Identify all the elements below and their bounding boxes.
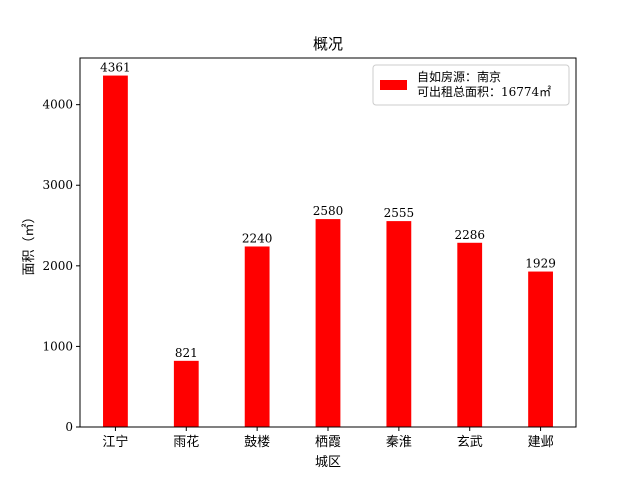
bar (528, 271, 553, 427)
legend-swatch (380, 80, 407, 90)
x-tick-label: 玄武 (457, 435, 483, 450)
bar-value-label: 2580 (313, 204, 344, 218)
y-axis-label: 面积（㎡） (22, 210, 37, 275)
y-tick-label: 3000 (42, 178, 73, 192)
bar-value-label: 2555 (384, 206, 415, 220)
legend-label: 自如房源：南京 (417, 69, 501, 84)
bar (173, 360, 199, 427)
bar (457, 242, 483, 427)
y-tick-label: 4000 (42, 98, 73, 112)
y-tick-label: 1000 (42, 339, 73, 353)
bars-layer: 4361 821 2240 2580 2555 2286 1929 (100, 61, 556, 427)
x-tick-label: 鼓楼 (244, 435, 270, 450)
bar-value-label: 2286 (454, 228, 485, 242)
x-tick-label: 建邺 (528, 435, 554, 450)
legend-box (372, 64, 570, 106)
bar (244, 246, 270, 427)
legend-label: 可出租总面积：16774㎡ (417, 85, 551, 99)
chart-title: 概况 (313, 35, 343, 53)
axes-layer: 江宁 雨花 鼓楼 栖霞 秦淮 玄武 建邺 0 1000 2000 3000 4000 (42, 57, 577, 450)
x-tick-label: 秦淮 (386, 435, 412, 450)
bar-value-label: 1929 (525, 257, 556, 271)
bar-value-label: 821 (175, 346, 198, 360)
x-tick-label: 雨花 (173, 434, 199, 450)
bar-value-label: 2240 (242, 231, 273, 245)
bar (103, 75, 128, 427)
x-tick-label: 栖霞 (315, 435, 341, 450)
y-tick-label: 0 (65, 420, 73, 434)
x-tick-label: 江宁 (102, 434, 128, 450)
y-tick-label: 2000 (42, 259, 73, 273)
bar (315, 219, 341, 427)
bar (386, 221, 412, 427)
x-axis-label: 城区 (315, 455, 341, 470)
bar-value-label: 4361 (100, 61, 131, 75)
